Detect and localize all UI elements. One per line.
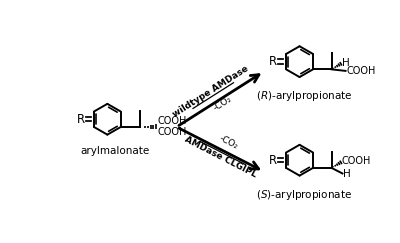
Text: COOH: COOH: [157, 116, 186, 126]
Text: ($S$)-arylpropionate: ($S$)-arylpropionate: [256, 188, 352, 202]
Text: R: R: [269, 55, 277, 68]
Text: wildtype AMDase: wildtype AMDase: [172, 64, 250, 120]
Text: -CO₂: -CO₂: [212, 94, 234, 112]
Text: COOH: COOH: [346, 66, 376, 76]
Text: H: H: [342, 58, 350, 68]
Text: AMDase CLGIPL: AMDase CLGIPL: [184, 135, 258, 179]
Text: H: H: [343, 169, 351, 179]
Text: arylmalonate: arylmalonate: [80, 146, 150, 156]
Text: R: R: [77, 113, 85, 126]
Text: COOH: COOH: [342, 156, 371, 166]
Text: -CO₂: -CO₂: [218, 134, 240, 151]
Text: R: R: [269, 154, 277, 167]
Text: COOH: COOH: [157, 128, 186, 138]
Text: ($R$)-arylpropionate: ($R$)-arylpropionate: [256, 89, 352, 103]
